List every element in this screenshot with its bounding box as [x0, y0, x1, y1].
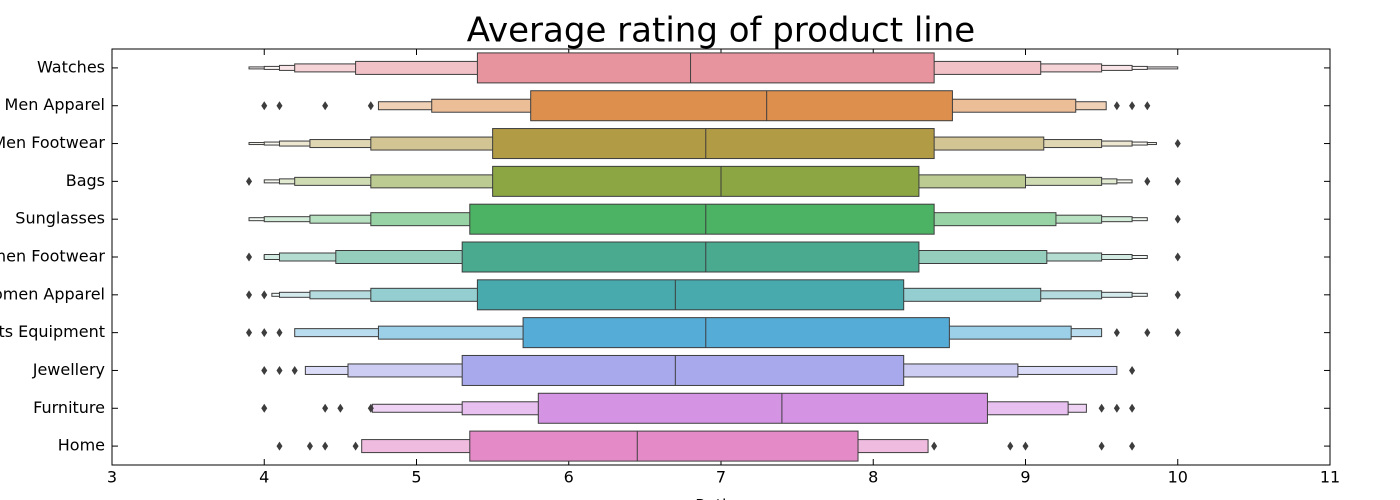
outlier: [1144, 328, 1151, 338]
letter-value-box: [492, 165, 920, 197]
outlier: [367, 101, 374, 111]
outlier: [261, 101, 268, 111]
outlier: [1174, 176, 1181, 186]
category-group: [248, 203, 1181, 235]
category-group: [246, 317, 1181, 349]
outlier: [246, 252, 253, 262]
outlier: [1129, 403, 1136, 413]
outlier: [1113, 403, 1120, 413]
y-tick-label: Women Footwear: [0, 247, 105, 266]
outlier: [1174, 252, 1181, 262]
x-tick-label: 8: [868, 468, 878, 487]
category-group: [261, 90, 1151, 122]
outlier: [1129, 365, 1136, 375]
outlier: [261, 403, 268, 413]
x-tick-label: 5: [411, 468, 421, 487]
category-group: [246, 241, 1181, 273]
y-tick-label: Sunglasses: [15, 209, 105, 228]
outlier: [1144, 176, 1151, 186]
category-group: [276, 430, 1136, 462]
outlier: [322, 101, 329, 111]
y-tick-label: Women Apparel: [0, 284, 105, 303]
x-tick-label: 3: [107, 468, 117, 487]
y-tick-label: Men Footwear: [0, 133, 105, 152]
outlier: [246, 328, 253, 338]
category-group: [246, 279, 1181, 311]
outlier: [1174, 139, 1181, 149]
outlier: [322, 403, 329, 413]
outlier: [1174, 328, 1181, 338]
outlier: [291, 365, 298, 375]
letter-value-box: [476, 52, 935, 84]
outlier: [276, 101, 283, 111]
y-tick-label: Bags: [66, 171, 105, 190]
x-tick-label: 4: [259, 468, 269, 487]
outlier: [1144, 101, 1151, 111]
outlier: [1098, 403, 1105, 413]
y-tick-label: Home: [58, 436, 105, 455]
outlier: [306, 441, 313, 451]
category-group: [261, 392, 1136, 424]
category-group: [248, 128, 1181, 160]
outlier: [276, 365, 283, 375]
outlier: [1174, 290, 1181, 300]
outlier: [337, 403, 344, 413]
x-tick-label: 10: [1168, 468, 1188, 487]
outlier: [261, 290, 268, 300]
letter-value-box: [522, 317, 950, 349]
y-tick-label: Sports Equipment: [0, 322, 105, 341]
chart-title: Average rating of product line: [467, 11, 975, 51]
outlier: [261, 365, 268, 375]
x-axis-label: Rating: [695, 496, 747, 500]
outlier: [322, 441, 329, 451]
outlier: [1129, 441, 1136, 451]
outlier: [276, 441, 283, 451]
outlier: [1098, 441, 1105, 451]
x-tick-label: 11: [1320, 468, 1340, 487]
outlier: [1174, 214, 1181, 224]
letter-value-box: [469, 203, 935, 235]
letter-value-box: [461, 354, 905, 386]
letter-value-box: [476, 279, 905, 311]
y-tick-label: Watches: [37, 57, 105, 76]
outlier: [261, 328, 268, 338]
outlier: [1113, 101, 1120, 111]
letter-value-box: [537, 392, 988, 424]
category-group: [248, 52, 1179, 84]
outlier: [367, 403, 374, 413]
outlier: [1129, 101, 1136, 111]
y-tick-label: Jewellery: [32, 360, 105, 379]
category-group: [246, 165, 1181, 197]
letter-value-box: [492, 128, 935, 160]
letter-value-box: [461, 241, 920, 273]
outlier: [1022, 441, 1029, 451]
y-tick-label: Men Apparel: [5, 95, 105, 114]
y-tick-label: Furniture: [33, 398, 105, 417]
outlier: [352, 441, 359, 451]
outlier: [1113, 328, 1120, 338]
outlier: [246, 290, 253, 300]
outlier: [276, 328, 283, 338]
outlier: [246, 176, 253, 186]
x-tick-label: 9: [1020, 468, 1030, 487]
x-tick-label: 7: [716, 468, 726, 487]
category-group: [261, 354, 1136, 386]
outlier: [1007, 441, 1014, 451]
letter-value-box: [530, 90, 953, 122]
outlier: [931, 441, 938, 451]
letter-value-box: [469, 430, 859, 462]
x-tick-label: 6: [564, 468, 574, 487]
